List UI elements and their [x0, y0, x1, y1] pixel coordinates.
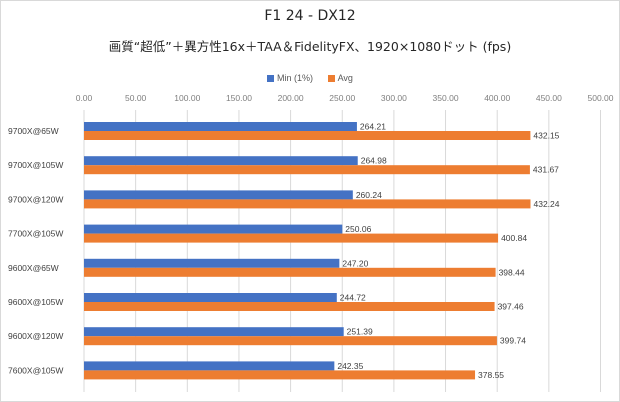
data-label: 264.21 — [360, 122, 386, 132]
data-label: 397.46 — [498, 302, 524, 312]
chart-title: F1 24 - DX12 — [264, 8, 356, 24]
legend-swatch-min — [267, 75, 275, 83]
bar-avg — [84, 131, 531, 140]
x-tick-label: 50.00 — [125, 93, 147, 103]
category-label: 9700X@120W — [8, 194, 63, 204]
data-label: 432.24 — [534, 199, 560, 209]
bar-avg — [84, 370, 476, 380]
legend-swatch-avg — [327, 75, 335, 83]
bar-min — [84, 190, 353, 200]
bar-min — [84, 327, 344, 337]
chart-subtitle: 画質“超低”＋異方性16x＋TAA＆FidelityFX、1920×1080ドッ… — [108, 39, 512, 54]
data-label: 378.55 — [478, 370, 504, 380]
legend-item-avg: Avg — [327, 73, 353, 83]
category-label: 9600X@65W — [8, 263, 59, 273]
x-tick-label: 0.00 — [76, 93, 93, 103]
x-tick-label: 200.00 — [278, 93, 304, 103]
category-label: 9600X@120W — [8, 331, 63, 341]
data-label: 244.72 — [340, 293, 366, 303]
bar-min — [84, 258, 340, 268]
data-label: 432.15 — [533, 131, 559, 141]
legend: Min (1%) Avg — [0, 73, 620, 83]
data-label: 260.24 — [356, 190, 382, 200]
legend-item-min: Min (1%) — [267, 73, 313, 83]
data-label: 242.35 — [337, 361, 363, 371]
bar-min — [84, 293, 337, 302]
bar-avg — [84, 267, 496, 277]
x-tick-label: 100.00 — [174, 93, 200, 103]
data-label: 264.98 — [361, 156, 387, 166]
x-tick-label: 400.00 — [484, 93, 510, 103]
bar-avg — [84, 233, 499, 243]
bar-avg — [84, 336, 497, 346]
data-label: 400.84 — [501, 233, 527, 243]
x-tick-label: 500.00 — [588, 93, 614, 103]
bar-min — [84, 224, 343, 234]
x-tick-label: 350.00 — [433, 93, 459, 103]
bar-min — [84, 361, 335, 371]
category-label: 9700X@105W — [8, 160, 63, 170]
legend-label-avg: Avg — [337, 73, 353, 83]
bar-avg — [84, 302, 495, 311]
data-label: 247.20 — [342, 258, 368, 268]
data-label: 250.06 — [345, 224, 371, 234]
data-label: 431.67 — [533, 165, 559, 175]
category-label: 9700X@65W — [8, 126, 59, 136]
x-tick-label: 250.00 — [329, 93, 355, 103]
x-tick-label: 450.00 — [536, 93, 562, 103]
legend-label-min: Min (1%) — [277, 73, 314, 83]
category-label: 7700X@105W — [8, 229, 63, 239]
x-tick-label: 150.00 — [226, 93, 252, 103]
category-label: 9600X@105W — [8, 297, 63, 307]
category-label: 7600X@105W — [8, 365, 63, 375]
data-label: 251.39 — [347, 327, 373, 337]
bar-avg — [84, 199, 531, 209]
bar-avg — [84, 165, 530, 175]
bar-min — [84, 122, 357, 131]
data-label: 398.44 — [499, 267, 525, 277]
bar-min — [84, 156, 358, 166]
x-tick-label: 300.00 — [381, 93, 407, 103]
data-label: 399.74 — [500, 336, 526, 346]
